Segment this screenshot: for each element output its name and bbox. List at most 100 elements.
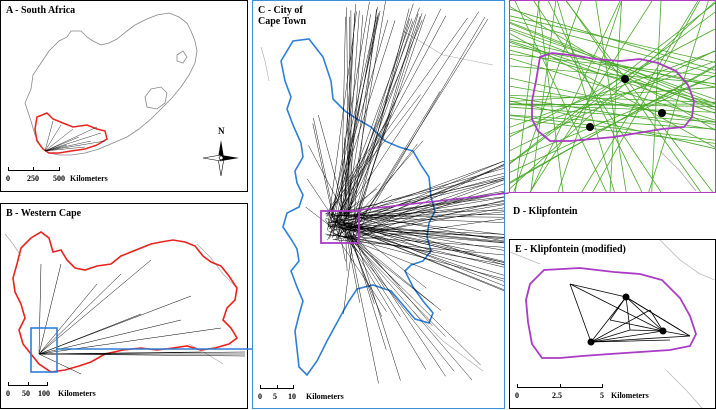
od-line: [328, 201, 358, 230]
cape-town-outline: [280, 38, 436, 377]
od-line: [354, 215, 504, 266]
location-point-e-2: [659, 327, 667, 335]
od-line: [510, 33, 715, 148]
od-line: [326, 114, 392, 217]
od-line: [336, 15, 447, 220]
od-line: [338, 11, 480, 224]
od-line: [326, 234, 504, 248]
od-line: [592, 1, 700, 192]
od-line: [327, 17, 468, 214]
od-line: [332, 20, 396, 215]
od-line: [625, 296, 664, 332]
od-line: [629, 329, 664, 332]
od-line: [581, 1, 699, 192]
od-line: [332, 239, 504, 256]
scale-c-1: 5: [273, 392, 277, 401]
od-line: [342, 221, 446, 377]
od-line: [333, 207, 504, 241]
scale-e-unit: Kilometers: [611, 391, 649, 400]
od-line: [351, 13, 419, 240]
location-point-2: [658, 109, 666, 117]
od-line: [510, 19, 715, 75]
od-line: [343, 92, 400, 218]
od-line: [590, 309, 651, 343]
od-line: [590, 335, 691, 343]
od-line: [510, 103, 715, 106]
od-line: [325, 217, 504, 292]
north-label: N: [218, 126, 225, 136]
scale-b-unit: Kilometers: [58, 389, 96, 398]
od-line: [356, 8, 410, 217]
od-line: [332, 221, 476, 252]
klipfontein-lines: [510, 1, 715, 192]
location-point-1: [621, 75, 629, 83]
western-cape-map: [4, 231, 246, 375]
od-line: [609, 319, 664, 332]
od-line: [533, 1, 662, 192]
od-line: [510, 77, 715, 126]
scale-c-0: 0: [258, 392, 262, 401]
od-line: [354, 234, 401, 381]
od-line: [354, 213, 504, 242]
od-line: [305, 206, 339, 233]
od-line: [340, 225, 401, 318]
od-line: [590, 296, 627, 343]
klipfontein-outline-e: [525, 267, 697, 359]
road-e: [510, 240, 715, 408]
od-line: [510, 45, 715, 85]
panel-western-cape: B - Western Cape 0 50 100 Kilometers: [0, 203, 248, 409]
od-line: [514, 1, 607, 192]
od-line: [351, 240, 446, 337]
od-line: [344, 10, 360, 216]
panel-title-e: E - Klipfontein (modified): [515, 244, 626, 255]
location-point-e-3: [587, 338, 595, 346]
od-line: [648, 1, 709, 192]
neighbor-boundary-b: [4, 233, 238, 365]
od-line: [662, 330, 691, 337]
od-line: [557, 1, 622, 192]
od-line: [347, 20, 414, 215]
od-line: [349, 236, 473, 381]
panel-south-africa: A - South Africa 0 250 500 Kilometers: [0, 0, 248, 192]
od-lines-b: [38, 259, 246, 375]
panel-klipfontein-modified: E - Klipfontein (modified) 0 2.5 5 Kilom…: [509, 239, 716, 409]
od-line: [341, 14, 371, 215]
south-africa-outline: [24, 12, 198, 156]
od-line: [342, 211, 504, 230]
od-line: [510, 29, 715, 111]
trip-lines-e: [569, 283, 691, 343]
scale-c-2: 10: [288, 392, 296, 401]
scale-e-1: 2.5: [552, 391, 562, 400]
cape-town-map: [260, 1, 504, 384]
od-line: [340, 6, 378, 215]
od-line: [625, 296, 631, 331]
panel-city-of-cape-town: C - City of Cape Town 0 5 10 Kilometers: [252, 0, 505, 409]
panel-title-a: A - South Africa: [6, 5, 76, 16]
od-line: [330, 216, 434, 252]
od-line: [348, 16, 350, 233]
od-line: [510, 49, 715, 104]
panel-title-d: D - Klipfontein: [513, 206, 578, 217]
scale-b-1: 50: [22, 389, 30, 398]
od-line: [338, 16, 421, 239]
panel-title-b: B - Western Cape: [6, 208, 82, 219]
od-line: [349, 1, 386, 215]
od-line: [332, 13, 379, 238]
panel-title-c: C - City of Cape Town: [258, 5, 307, 27]
od-line: [510, 11, 715, 164]
od-line: [337, 140, 424, 239]
od-line: [510, 54, 715, 77]
od-line: [327, 11, 357, 226]
od-line: [350, 232, 387, 350]
road-d: [659, 150, 697, 192]
od-line: [625, 296, 681, 331]
location-point-e-1: [622, 293, 630, 301]
od-line: [343, 215, 357, 314]
od-line: [330, 173, 504, 216]
od-line: [328, 16, 377, 227]
od-line: [343, 233, 442, 311]
od-line: [325, 157, 362, 215]
cape-town-extent-box: [30, 327, 58, 373]
location-point-3: [586, 123, 594, 131]
od-line: [510, 50, 715, 151]
